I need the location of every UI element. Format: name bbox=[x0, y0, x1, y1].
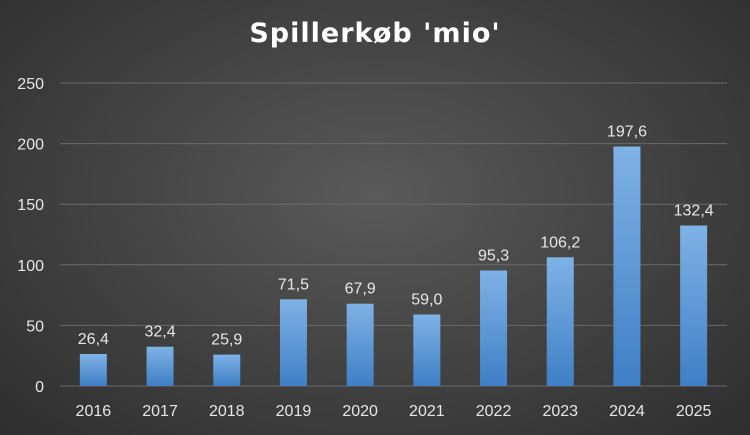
data-label-2024: 197,6 bbox=[607, 124, 647, 141]
data-label-2020: 67,9 bbox=[345, 281, 376, 298]
x-tick-label-2018: 2018 bbox=[209, 403, 245, 420]
bar-2023 bbox=[546, 257, 574, 386]
x-tick-label-2024: 2024 bbox=[609, 403, 645, 420]
y-tick-label: 100 bbox=[17, 258, 44, 275]
bar-2018 bbox=[213, 354, 241, 386]
chart-title: Spillerkøb 'mio' bbox=[249, 18, 501, 49]
data-label-2022: 95,3 bbox=[478, 247, 509, 264]
x-tick-label-2016: 2016 bbox=[76, 403, 112, 420]
data-label-2023: 106,2 bbox=[540, 234, 580, 251]
bar-2022 bbox=[480, 270, 508, 386]
data-labels: 26,4 32,4 25,9 71,5 67,9 59,0 95,3 106,2 197,6 13… bbox=[78, 124, 714, 349]
x-tick-label-2019: 2019 bbox=[276, 403, 312, 420]
data-label-2018: 25,9 bbox=[211, 332, 242, 349]
bar-2019 bbox=[279, 299, 307, 386]
x-axis-ticks: 2016 2017 2018 2019 2020 2021 2022 2023 2024 2025 bbox=[76, 403, 712, 420]
bar-2024 bbox=[613, 146, 641, 386]
y-tick-label: 50 bbox=[26, 318, 44, 335]
bar-2025 bbox=[680, 225, 708, 386]
data-label-2019: 71,5 bbox=[278, 276, 309, 293]
bar-2016 bbox=[79, 354, 107, 386]
x-tick-label-2021: 2021 bbox=[409, 403, 445, 420]
bar-2020 bbox=[346, 303, 374, 386]
data-label-2017: 32,4 bbox=[144, 324, 175, 341]
y-tick-label: 250 bbox=[17, 76, 44, 93]
y-tick-label: 150 bbox=[17, 197, 44, 214]
x-tick-label-2020: 2020 bbox=[342, 403, 378, 420]
x-tick-label-2025: 2025 bbox=[676, 403, 712, 420]
data-label-2021: 59,0 bbox=[411, 291, 442, 308]
y-axis-ticks: 0 50 100 150 200 250 bbox=[17, 76, 44, 396]
bars bbox=[79, 146, 708, 386]
x-tick-label-2022: 2022 bbox=[476, 403, 512, 420]
x-tick-label-2023: 2023 bbox=[542, 403, 578, 420]
bar-2021 bbox=[413, 314, 441, 386]
data-label-2016: 26,4 bbox=[78, 331, 109, 348]
data-label-2025: 132,4 bbox=[674, 203, 714, 220]
y-tick-label: 0 bbox=[35, 379, 44, 396]
bar-2017 bbox=[146, 346, 174, 386]
y-tick-label: 200 bbox=[17, 137, 44, 154]
x-tick-label-2017: 2017 bbox=[142, 403, 178, 420]
